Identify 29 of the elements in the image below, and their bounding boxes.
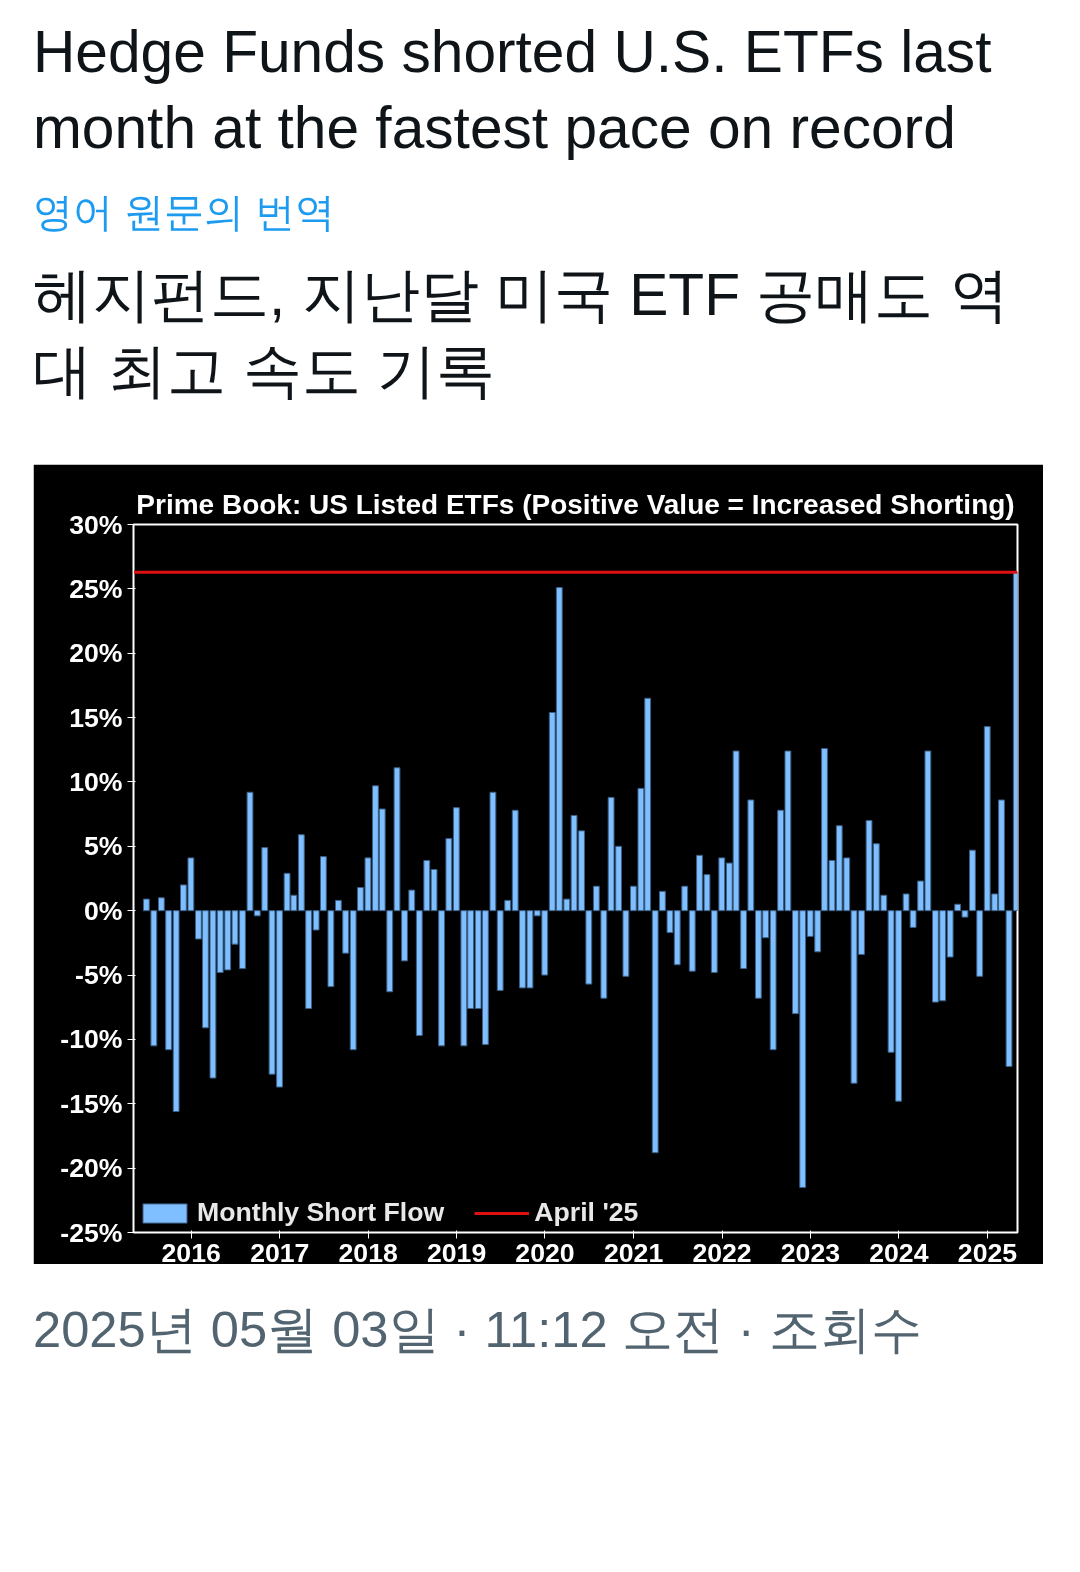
y-tick-label: -20% (60, 1153, 123, 1184)
x-tick-label: 2023 (780, 1237, 841, 1268)
y-tick-label: 10% (69, 767, 123, 798)
x-tick-label: 2020 (515, 1237, 575, 1268)
text: 영어 원문의 번역 (33, 188, 336, 236)
x-tick-label: 2025 (957, 1237, 1018, 1268)
x-tick-label: 2017 (250, 1237, 310, 1268)
y-tick-label: 15% (69, 702, 123, 733)
x-tick-label: 2021 (603, 1237, 664, 1268)
y-tick-label: -5% (75, 960, 123, 991)
text: 헤지펀드, 지난달 미국 ETF 공매도 역대 최고 속도 기록 (33, 260, 1010, 405)
x-tick-label: 2022 (692, 1237, 752, 1268)
x-tick-label: 2019 (426, 1237, 487, 1268)
y-tick-label: 5% (83, 831, 123, 862)
legend-label: Monthly Short Flow (197, 1197, 445, 1229)
text: Hedge Funds shorted U.S. ETFs last month at the fastest pace on record (33, 18, 993, 163)
chart-title: Prime Book: US Listed ETFs (Positive Value = Increased Shorting) (136, 488, 1015, 520)
x-tick-label: 2016 (161, 1237, 221, 1268)
legend-label: April '25 (534, 1197, 639, 1229)
y-tick-label: 25% (69, 573, 123, 604)
text: 2025년 05월 03일 · 11:12 오전 · 조회수 (33, 1300, 922, 1361)
x-tick-label: 2024 (869, 1237, 929, 1268)
x-tick-label: 2018 (338, 1237, 398, 1268)
y-tick-label: -10% (60, 1024, 123, 1055)
y-tick-label: 20% (69, 638, 123, 669)
y-tick-label: -15% (60, 1088, 123, 1119)
y-tick-label: 0% (83, 895, 123, 926)
y-tick-label: -25% (60, 1217, 123, 1248)
y-tick-label: 30% (69, 509, 123, 540)
